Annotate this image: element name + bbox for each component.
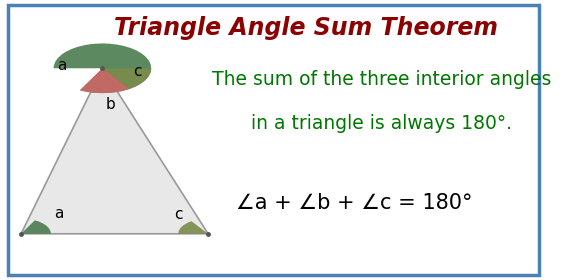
Text: a: a: [55, 206, 64, 221]
Text: a: a: [57, 58, 66, 73]
Text: b: b: [106, 97, 116, 112]
Text: ∠a + ∠b + ∠c = 180°: ∠a + ∠b + ∠c = 180°: [236, 193, 473, 213]
Wedge shape: [178, 221, 208, 234]
FancyBboxPatch shape: [8, 5, 539, 275]
Wedge shape: [21, 220, 51, 234]
Polygon shape: [21, 68, 208, 234]
Wedge shape: [53, 43, 151, 93]
Text: Triangle Angle Sum Theorem: Triangle Angle Sum Theorem: [114, 16, 498, 40]
Text: c: c: [174, 207, 182, 222]
Text: c: c: [134, 64, 142, 79]
Wedge shape: [80, 68, 130, 93]
Text: The sum of the three interior angles: The sum of the three interior angles: [212, 70, 551, 89]
Text: in a triangle is always 180°.: in a triangle is always 180°.: [251, 114, 512, 133]
Wedge shape: [102, 68, 151, 89]
